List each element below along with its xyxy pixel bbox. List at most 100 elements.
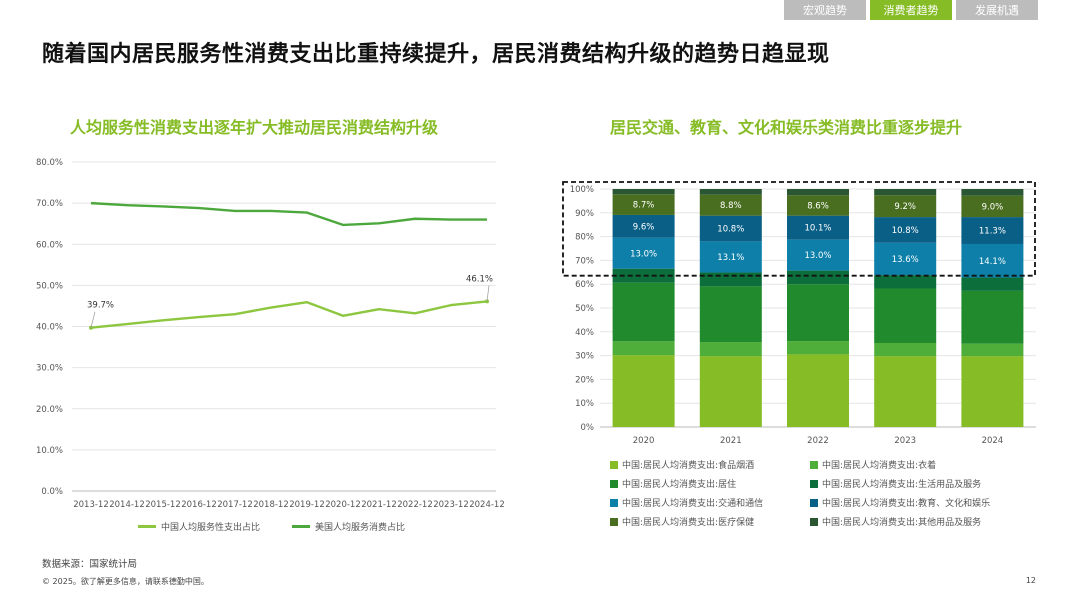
line-y-tick-label: 0.0% bbox=[41, 487, 63, 497]
line-y-tick-label: 70.0% bbox=[36, 199, 63, 209]
bar-y-tick-label: 50% bbox=[575, 304, 594, 314]
footer-copyright: © 2025。欲了解更多信息，请联系德勤中国。 bbox=[42, 577, 209, 586]
legend-medical-swatch bbox=[610, 517, 618, 526]
bar-segment-other bbox=[612, 189, 675, 195]
line-legend-us: 美国人均服务消费占比 bbox=[292, 520, 405, 533]
legend-us-label: 美国人均服务消费占比 bbox=[315, 523, 406, 533]
bar-segment-daily bbox=[874, 275, 937, 289]
highlight-dashed-box bbox=[562, 181, 1036, 277]
line-y-tick-label: 20.0% bbox=[36, 405, 63, 415]
line-data-label: 46.1% bbox=[466, 274, 493, 284]
line-y-tick-label: 60.0% bbox=[36, 240, 63, 250]
bar-segment-daily bbox=[612, 268, 675, 283]
bar-segment-medical bbox=[874, 195, 937, 218]
bar-segment-food bbox=[699, 356, 762, 427]
bar-segment-transport bbox=[874, 242, 937, 276]
bar-data-label: 13.0% bbox=[804, 251, 831, 261]
bar-data-label: 13.0% bbox=[630, 249, 657, 259]
line-x-tick-label: 2024-12 bbox=[469, 500, 505, 510]
line-x-tick-label: 2023-12 bbox=[433, 500, 469, 510]
bar-segment-daily bbox=[961, 277, 1024, 291]
bar-segment-other bbox=[699, 189, 762, 195]
data-source: 数据来源：国家统计局 bbox=[42, 559, 138, 570]
bar-data-label: 10.8% bbox=[892, 226, 919, 236]
bar-segment-education bbox=[874, 217, 937, 243]
bar-segment-medical bbox=[961, 195, 1024, 218]
tab-consumer-trends[interactable]: 消费者趋势 bbox=[870, 0, 952, 20]
legend-daily-label: 中国:居民人均消费支出:生活用品及服务 bbox=[822, 480, 982, 490]
bar-segment-transport bbox=[787, 239, 849, 271]
legend-clothing-label: 中国:居民人均消费支出:衣着 bbox=[822, 461, 937, 471]
bar-x-tick-label: 2022 bbox=[807, 436, 829, 446]
line-y-tick-label: 30.0% bbox=[36, 364, 63, 374]
bar-segment-other bbox=[961, 189, 1024, 196]
legend-clothing-swatch bbox=[810, 460, 818, 469]
line-x-tick-label: 2013-12 bbox=[73, 500, 109, 510]
line-x-tick-label: 2021-12 bbox=[361, 500, 397, 510]
bar-y-tick-label: 30% bbox=[575, 352, 594, 362]
bar-x-tick-label: 2023 bbox=[894, 436, 916, 446]
legend-housing-swatch bbox=[610, 479, 618, 488]
bar-segment-education bbox=[612, 214, 675, 238]
bar-x-tick-label: 2021 bbox=[720, 436, 742, 446]
legend-daily-swatch bbox=[810, 479, 818, 488]
line-x-tick-label: 2017-12 bbox=[217, 500, 253, 510]
bar-y-tick-label: 100% bbox=[570, 185, 594, 195]
legend-medical-label: 中国:居民人均消费支出:医疗保健 bbox=[622, 518, 755, 528]
china-series-line bbox=[90, 300, 488, 329]
bar-x-tick-label: 2020 bbox=[633, 436, 655, 446]
line-x-tick-label: 2014-12 bbox=[109, 500, 145, 510]
bar-segment-clothing bbox=[787, 341, 849, 355]
bar-legend-transport: 中国:居民人均消费支出:交通和通信 bbox=[610, 496, 763, 509]
bar-segment-clothing bbox=[699, 342, 762, 357]
bar-segment-daily bbox=[787, 270, 849, 285]
annotation-leader bbox=[90, 311, 96, 328]
bar-legend-housing: 中国:居民人均消费支出:居住 bbox=[610, 477, 736, 490]
bar-segment-housing bbox=[787, 284, 849, 342]
bar-segment-medical bbox=[612, 194, 675, 215]
tab-opportunities[interactable]: 发展机遇 bbox=[956, 0, 1038, 20]
line-y-tick-label: 40.0% bbox=[36, 323, 63, 333]
tab-macro-trends[interactable]: 宏观趋势 bbox=[784, 0, 866, 20]
legend-china-swatch bbox=[138, 525, 156, 528]
bar-x-tick-label: 2024 bbox=[982, 436, 1004, 446]
bar-legend-medical: 中国:居民人均消费支出:医疗保健 bbox=[610, 515, 754, 528]
bar-data-label: 14.1% bbox=[979, 257, 1006, 267]
nav-tabs: 宏观趋势 消费者趋势 发展机遇 bbox=[784, 0, 1038, 20]
bar-data-label: 8.7% bbox=[633, 201, 655, 211]
bar-segment-other bbox=[787, 189, 849, 196]
bar-y-tick-label: 70% bbox=[575, 256, 594, 266]
bar-segment-transport bbox=[699, 241, 762, 273]
bar-legend-other: 中国:居民人均消费支出:其他用品及服务 bbox=[810, 515, 981, 528]
line-x-tick-label: 2022-12 bbox=[397, 500, 433, 510]
bar-segment-food bbox=[961, 356, 1024, 427]
line-y-tick-label: 80.0% bbox=[36, 158, 63, 168]
legend-other-label: 中国:居民人均消费支出:其他用品及服务 bbox=[822, 518, 982, 528]
bar-segment-clothing bbox=[874, 342, 937, 357]
legend-transport-label: 中国:居民人均消费支出:交通和通信 bbox=[622, 499, 764, 509]
bar-segment-education bbox=[787, 215, 849, 240]
bar-segment-housing bbox=[699, 286, 762, 343]
page-title: 随着国内居民服务性消费支出比重持续提升，居民消费结构升级的趋势日趋显现 bbox=[42, 42, 830, 67]
bar-y-tick-label: 80% bbox=[575, 233, 594, 243]
bar-segment-transport bbox=[612, 237, 675, 269]
line-chart-title: 人均服务性消费支出逐年扩大推动居民消费结构升级 bbox=[70, 118, 439, 137]
bar-legend-daily: 中国:居民人均消费支出:生活用品及服务 bbox=[810, 477, 981, 490]
bar-segment-education bbox=[961, 217, 1024, 244]
bar-segment-housing bbox=[961, 290, 1024, 344]
bar-data-label: 10.1% bbox=[804, 224, 831, 234]
legend-other-swatch bbox=[810, 517, 818, 526]
us-series-line bbox=[90, 201, 487, 227]
bar-legend-food: 中国:居民人均消费支出:食品烟酒 bbox=[610, 458, 754, 471]
bar-segment-daily bbox=[699, 272, 762, 287]
bar-segment-clothing bbox=[961, 343, 1024, 357]
annotation-leader bbox=[486, 285, 490, 302]
line-x-tick-label: 2020-12 bbox=[325, 500, 361, 510]
bar-data-label: 10.8% bbox=[717, 225, 744, 235]
bar-y-tick-label: 60% bbox=[575, 280, 594, 290]
line-legend-china: 中国人均服务性支出占比 bbox=[138, 520, 260, 533]
legend-us-swatch bbox=[292, 525, 310, 528]
bar-data-label: 9.0% bbox=[982, 202, 1004, 212]
page-number: 12 bbox=[1025, 576, 1036, 585]
